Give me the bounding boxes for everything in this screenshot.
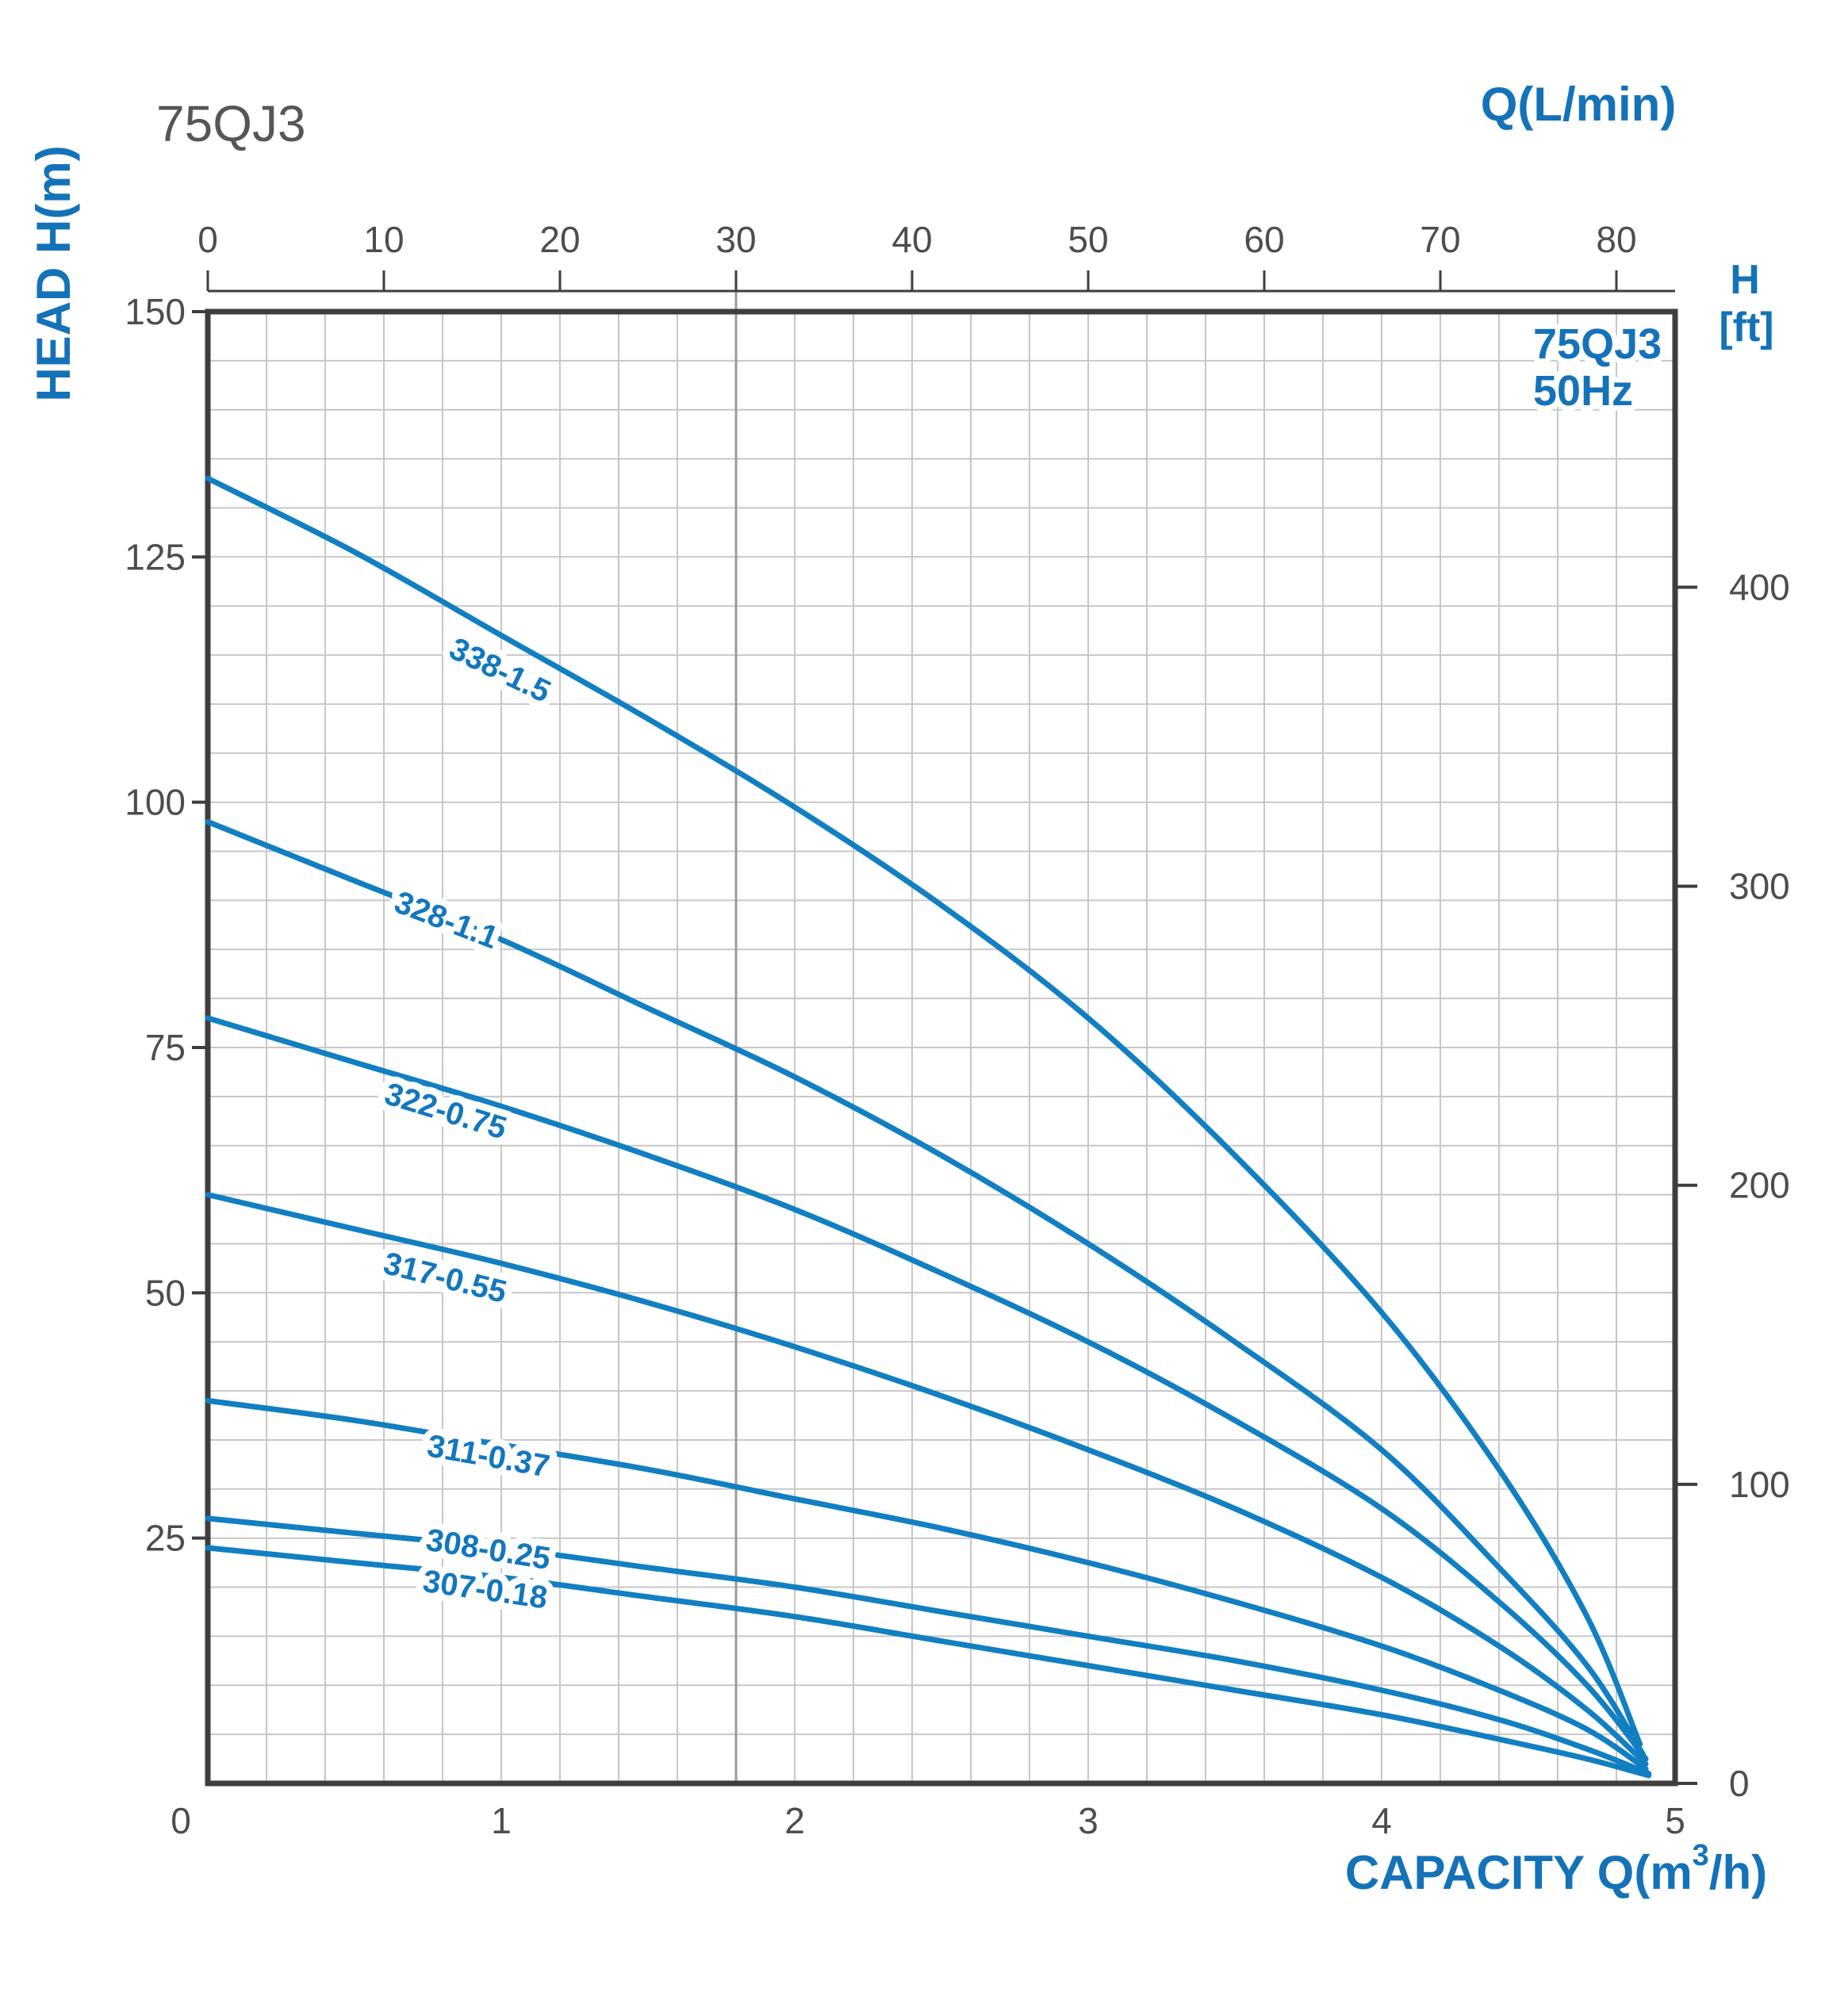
top-axis-tick-label: 60: [1244, 219, 1284, 260]
curve-label-328-1.1: 328-1.1: [389, 885, 502, 956]
right-axis-title-line2: [ft]: [1719, 304, 1773, 350]
bottom-axis-tick-label: 3: [1078, 1800, 1098, 1841]
top-axis-tick-label: 0: [197, 219, 218, 260]
page-title: 75QJ3: [156, 95, 306, 152]
axes-layer: [192, 270, 1697, 1787]
bottom-axis-title-suffix: /h): [1709, 1846, 1767, 1899]
curve-label-317-0.55: 317-0.55: [380, 1246, 510, 1310]
bottom-axis-tick-label: 2: [784, 1800, 805, 1841]
right-axis-tick-label: 200: [1729, 1165, 1790, 1206]
curve-328-1.1: [205, 818, 1646, 1757]
curve-label-311-0.37: 311-0.37: [424, 1428, 552, 1484]
right-axis-tick-label: 300: [1729, 866, 1790, 907]
left-axis-tick-label: 125: [125, 536, 186, 577]
top-axis-tick-label: 20: [539, 219, 580, 260]
right-axis-tick-label: 0: [1729, 1763, 1750, 1804]
left-axis-tick-label: 75: [145, 1027, 186, 1068]
left-axis-tick-label: 50: [145, 1272, 186, 1313]
top-axis-tick-label: 10: [363, 219, 404, 260]
curve-317-0.55: [205, 1192, 1649, 1767]
left-axis-title: HEAD H(m): [27, 145, 80, 401]
tick-label-layer: 0 10 20 30 40 50 60 70 8015012510075502540030020…: [125, 219, 1790, 1841]
right-axis-tick-label: 400: [1729, 566, 1790, 607]
bottom-axis-title: CAPACITY Q(m3/h): [1345, 1839, 1767, 1899]
left-axis-tick-label: 100: [125, 782, 186, 823]
bottom-axis-tick-label: 5: [1665, 1800, 1685, 1841]
bottom-axis-tick-label: 4: [1371, 1800, 1392, 1841]
top-axis-tick-label: 70: [1420, 219, 1460, 260]
legend-line2: 50Hz: [1533, 367, 1633, 415]
plot-border: [205, 308, 1678, 1787]
left-axis-tick-label: 25: [145, 1518, 186, 1559]
curve-322-0.75: [205, 1015, 1649, 1762]
bottom-axis-title-prefix: CAPACITY Q(m: [1345, 1846, 1693, 1899]
top-axis-tick-label: 80: [1596, 219, 1636, 260]
curve-338-1.5: [205, 475, 1643, 1747]
right-axis-tick-label: 100: [1729, 1464, 1790, 1505]
top-axis-tick-label: 50: [1068, 219, 1108, 260]
curve-307-0.18: [205, 1545, 1652, 1779]
grid-layer: [208, 312, 1675, 1783]
bottom-axis-tick-label: 0: [171, 1800, 191, 1841]
bottom-axis-title-sup: 3: [1693, 1839, 1709, 1872]
top-axis-tick-label: 30: [715, 219, 756, 260]
top-axis-title: Q(L/min): [1481, 78, 1677, 131]
curve-label-338-1.5: 338-1.5: [444, 631, 556, 710]
top-axis-tick-label: 40: [891, 219, 932, 260]
legend-line1: 75QJ3: [1533, 320, 1662, 368]
curve-311-0.37: [205, 1397, 1649, 1771]
right-axis-title-line1: H: [1730, 257, 1760, 303]
curve-308-0.25: [205, 1515, 1652, 1777]
curves-layer: [205, 475, 1652, 1779]
bottom-axis-tick-label: 1: [491, 1800, 512, 1841]
curve-labels-layer: 338-1.5328-1.1322-0.75317-0.55311-0.3730…: [373, 624, 563, 1623]
left-axis-tick-label: 150: [125, 291, 186, 332]
grid-lines: [208, 312, 1675, 1783]
